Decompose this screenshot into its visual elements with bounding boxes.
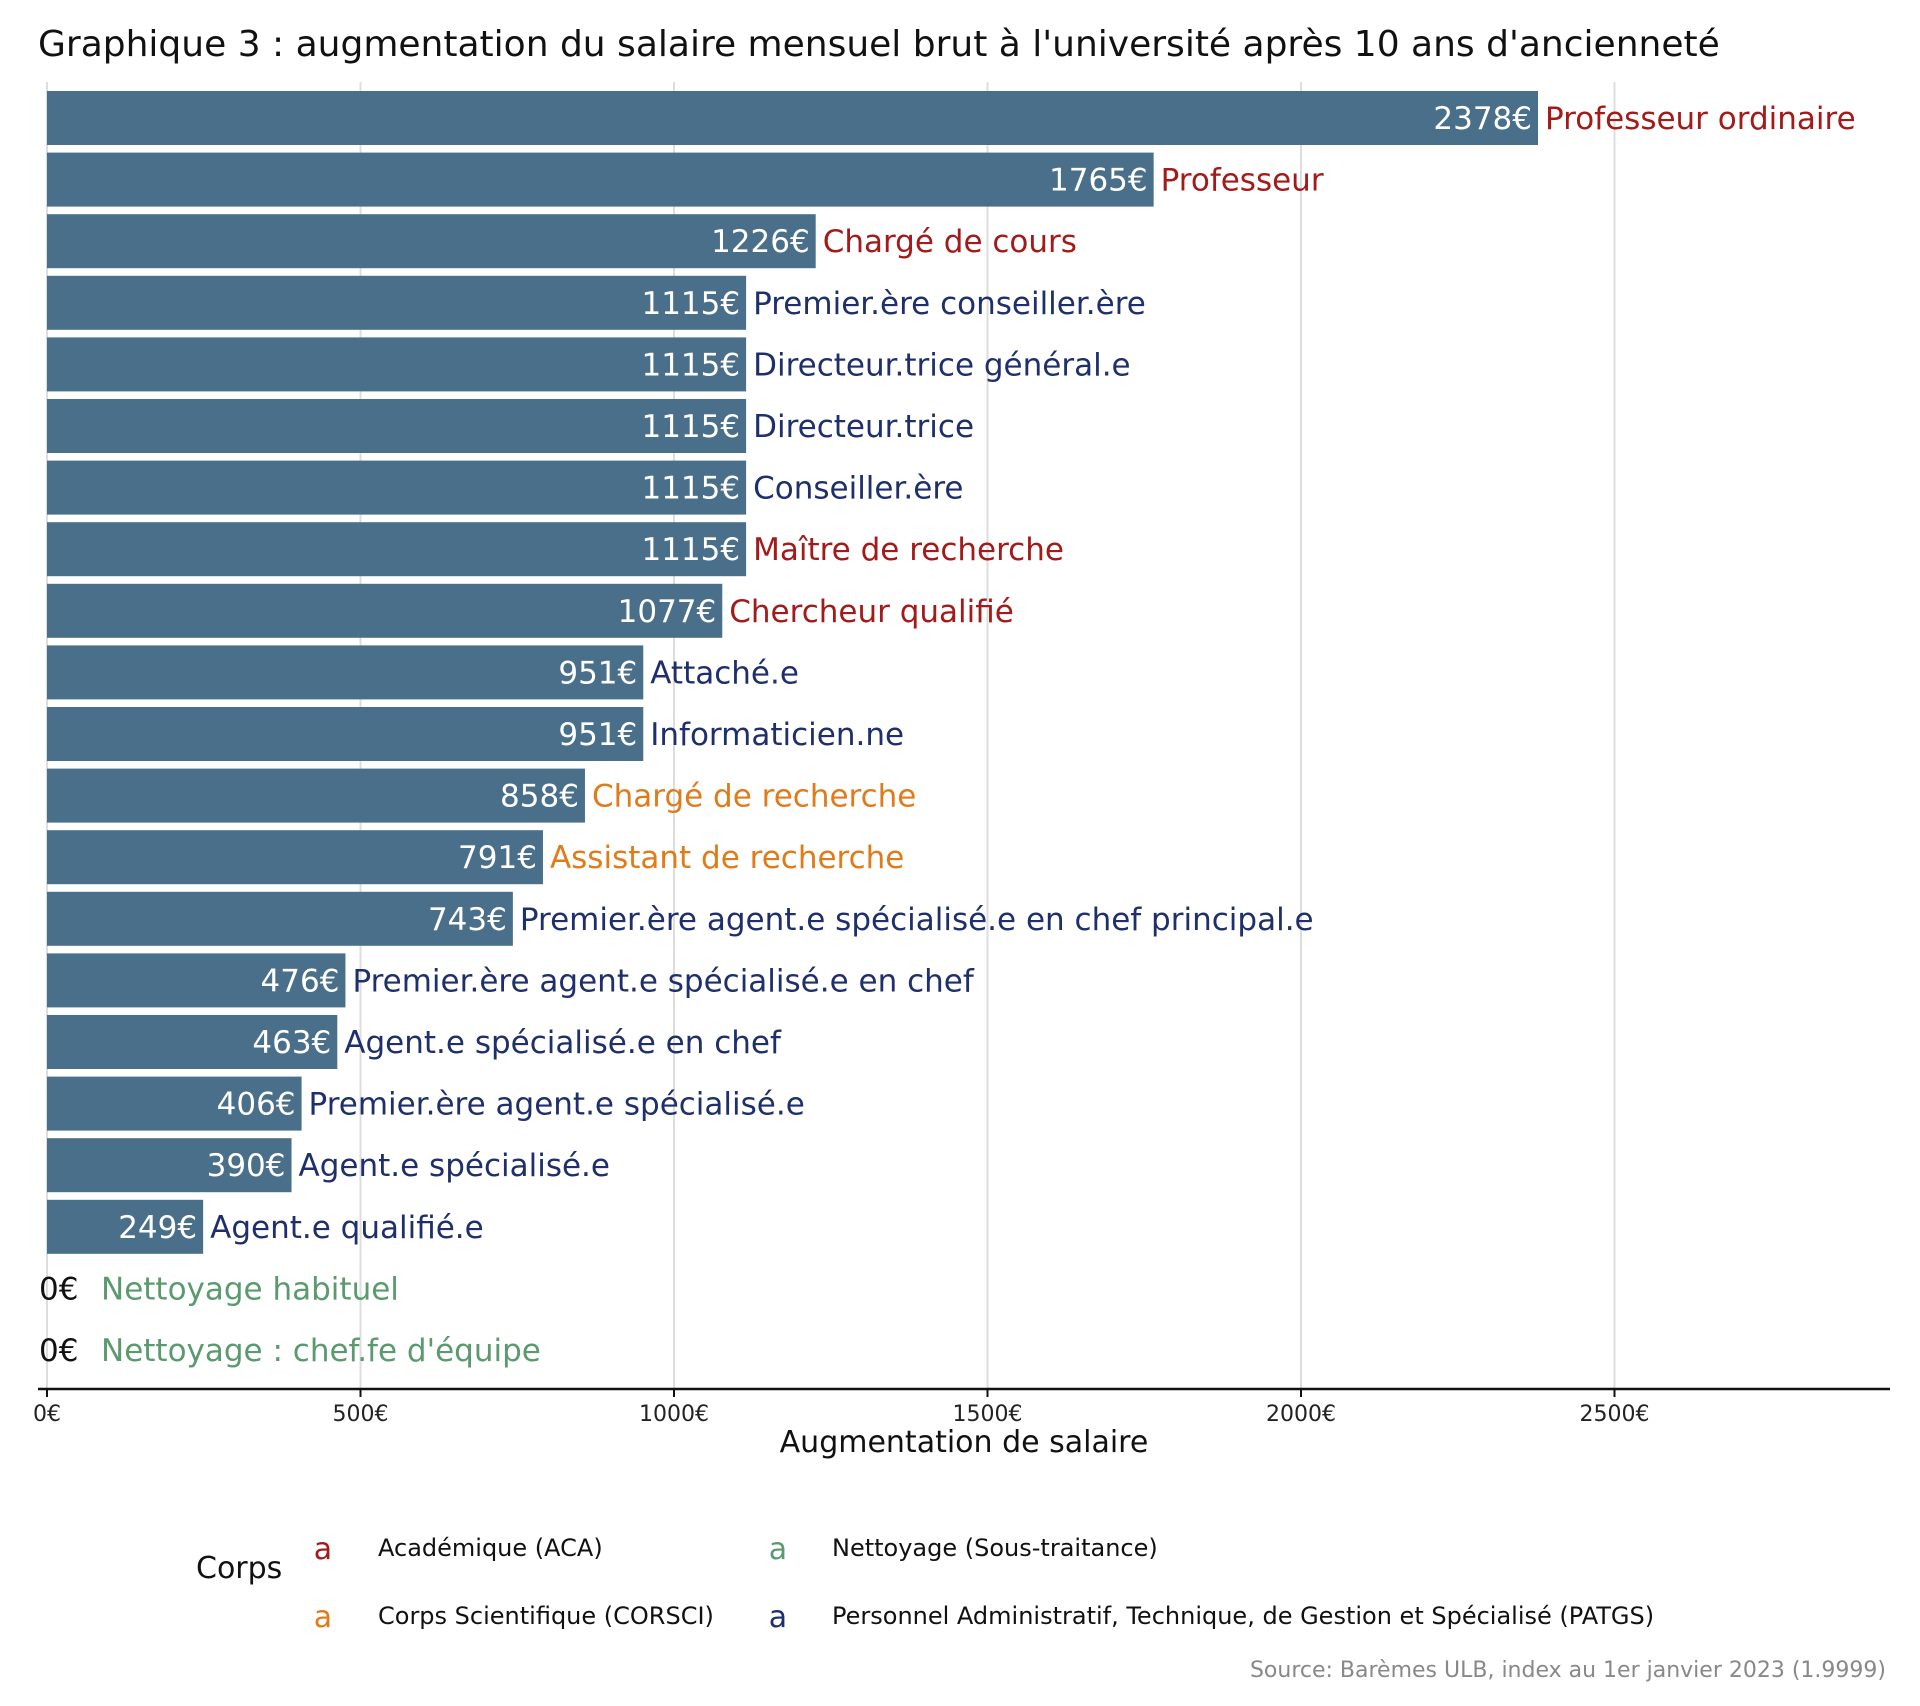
category-label: Directeur.trice [753,409,974,445]
bar [47,830,543,885]
bar [47,399,747,453]
bar [47,707,644,761]
category-label: Chargé de recherche [592,779,916,815]
source-caption: Source: Barèmes ULB, index au 1er janvie… [1250,1658,1886,1683]
bar [47,1076,302,1131]
bar-value-label: 1115€ [641,347,740,383]
bar [47,1138,292,1193]
category-label: Premier.ère agent.e spécialisé.e en chef [352,963,974,999]
x-tick-label: 1000€ [639,1402,709,1427]
x-tick-label: 1500€ [953,1402,1023,1427]
category-label: Agent.e spécialisé.e en chef [344,1025,782,1061]
category-label: Premier.ère agent.e spécialisé.e en chef… [520,902,1314,938]
legend-label: Nettoyage (Sous-traitance) [832,1534,1158,1562]
category-label: Informaticien.ne [650,717,904,753]
bar-value-label: 743€ [428,902,507,938]
bar-value-label: 1077€ [618,594,717,630]
bars [47,91,1539,1254]
category-label: Professeur ordinaire [1545,101,1856,137]
bar-value-label: 0€ [39,1271,78,1307]
bar [47,275,747,330]
bar-value-label: 1115€ [641,409,740,445]
x-axis-title: Augmentation de salaire [780,1425,1149,1460]
category-label: Professeur [1161,163,1324,199]
category-label: Chercheur qualifié [729,594,1014,630]
bar [47,1015,338,1069]
bar-value-label: 249€ [118,1210,197,1246]
bar-value-label: 1765€ [1049,163,1148,199]
x-tick-label: 0€ [33,1402,61,1427]
category-label: Chargé de cours [823,224,1077,260]
category-label: Maître de recherche [753,532,1064,568]
x-tick-label: 500€ [333,1402,389,1427]
category-label: Agent.e spécialisé.e [299,1148,610,1184]
bar [47,583,723,638]
bar-value-label: 1115€ [641,471,740,507]
bar [47,768,585,823]
legend-key: a [769,1600,787,1635]
legend-label: Personnel Administratif, Technique, de G… [832,1602,1654,1630]
category-label: Agent.e qualifié.e [210,1210,484,1246]
bar [47,337,747,392]
bar-value-label: 0€ [39,1333,78,1369]
category-label: Premier.ère agent.e spécialisé.e [309,1087,805,1123]
bar [47,152,1154,207]
bar-value-label: 791€ [458,840,537,876]
bar [47,460,747,515]
legend-key: a [314,1532,332,1567]
category-label: Conseiller.ère [753,471,963,507]
bar-value-label: 858€ [500,779,579,815]
bar [47,1199,204,1254]
bar [47,891,513,946]
bar-value-label: 951€ [558,717,637,753]
category-label: Nettoyage habituel [101,1271,399,1307]
legend-label: Académique (ACA) [378,1534,603,1562]
x-axis-ticks: 0€ 500€ 1000€ 1500€ 2000€ 2500€ [33,1389,1650,1427]
bar-labels: 2378€ Professeur ordinaire 1765€ Professeur… [39,101,1856,1369]
legend-key: a [314,1600,332,1635]
x-tick-label: 2000€ [1266,1402,1336,1427]
legend-label: Corps Scientifique (CORSCI) [378,1602,714,1630]
bar-value-label: 951€ [558,655,637,691]
legend: a Académique (ACA) a Nettoyage (Sous-traita… [314,1532,1654,1635]
bar [47,953,346,1008]
bar-value-label: 1226€ [711,224,810,260]
legend-title: Corps [196,1551,282,1586]
chart-title: Graphique 3 : augmentation du salaire me… [38,24,1720,65]
category-label: Directeur.trice général.e [753,347,1131,383]
category-label: Attaché.e [650,655,799,691]
bar [47,645,644,700]
bar-value-label: 1115€ [641,286,740,322]
bar [47,522,747,577]
bar-value-label: 406€ [217,1087,296,1123]
category-label: Premier.ère conseiller.ère [753,286,1146,322]
legend-key: a [769,1532,787,1567]
x-tick-label: 2500€ [1580,1402,1650,1427]
bar-value-label: 476€ [261,963,340,999]
bar-value-label: 2378€ [1433,101,1532,137]
bar-value-label: 390€ [207,1148,286,1184]
bar [47,91,1539,145]
bar [47,214,816,269]
category-label: Assistant de recherche [550,840,904,876]
category-label: Nettoyage : chef.fe d'équipe [101,1333,541,1369]
bar-value-label: 1115€ [641,532,740,568]
bar-value-label: 463€ [252,1025,331,1061]
